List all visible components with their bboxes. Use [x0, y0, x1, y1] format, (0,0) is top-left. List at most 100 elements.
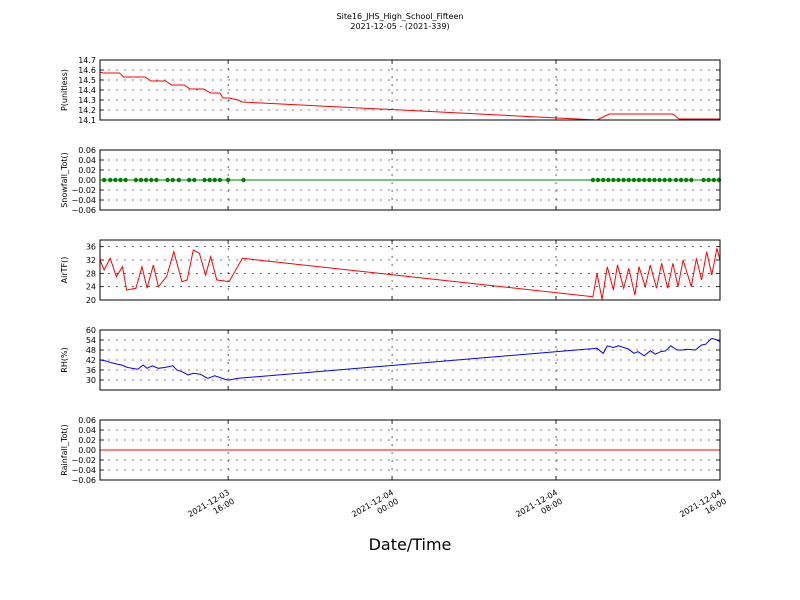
data-point — [626, 177, 631, 183]
data-point — [606, 177, 611, 183]
y-tick-label: 0.02 — [78, 436, 96, 445]
x-axis: 2021-12-0316:00 2021-12-0400:00 2021-12-04… — [186, 488, 728, 528]
y-tick-label: 20 — [86, 296, 96, 305]
y-tick-label: 14.2 — [78, 106, 96, 115]
y-tick-label: 0.06 — [78, 146, 96, 155]
x-tick-label: 2021-12-0316:00 — [186, 488, 236, 528]
data-point — [170, 177, 175, 183]
y-tick-label: 36 — [86, 243, 96, 252]
data-point — [176, 177, 182, 183]
y-tick-label: 0.00 — [78, 176, 96, 185]
data-point — [202, 177, 207, 183]
y-tick-label: 0.04 — [78, 426, 96, 435]
data-point — [108, 177, 113, 183]
y-tick-label: 24 — [86, 283, 96, 292]
y-tick-label: 14.6 — [78, 66, 96, 75]
data-point — [241, 177, 246, 183]
panel-frame — [99, 419, 721, 481]
data-point — [600, 177, 606, 183]
y-tick-label: 0.06 — [78, 416, 96, 425]
y-tick-label: 14.4 — [78, 86, 96, 95]
y-axis-label: Rainfall_Tot() — [60, 424, 69, 476]
y-tick-label: −0.02 — [71, 456, 96, 465]
data-point — [138, 177, 144, 183]
data-point — [590, 177, 596, 183]
y-axis-label: Snowfall_Tot() — [60, 152, 69, 208]
data-point — [123, 177, 128, 183]
data-point — [192, 177, 197, 183]
data-point — [701, 177, 706, 183]
data-point — [673, 177, 679, 183]
data-point — [631, 177, 637, 183]
y-tick-label: 0.00 — [78, 446, 96, 455]
data-point — [689, 177, 694, 183]
y-tick-label: 48 — [86, 346, 96, 355]
data-point — [636, 177, 642, 183]
panel-1: 14.114.214.314.414.514.614.7 P(unitless) — [60, 56, 721, 125]
data-point — [678, 177, 684, 183]
data-point — [706, 177, 711, 183]
series-line — [99, 71, 720, 121]
y-axis-label: P(unitless) — [60, 69, 69, 111]
data-point — [611, 177, 616, 183]
y-tick-label: 0.02 — [78, 166, 96, 175]
data-point — [647, 177, 652, 183]
data-point — [133, 177, 139, 183]
y-tick-label: −0.04 — [71, 466, 96, 475]
data-point — [667, 177, 672, 183]
data-point — [641, 177, 647, 183]
y-tick-label: 14.5 — [78, 76, 96, 85]
y-tick-label: 14.3 — [78, 96, 96, 105]
data-point — [118, 177, 123, 183]
panels: 14.114.214.314.414.514.614.7 P(unitless) −… — [60, 56, 722, 485]
data-point — [101, 177, 107, 183]
y-tick-label: 14.7 — [78, 56, 96, 65]
data-point — [711, 177, 717, 183]
series-line — [99, 337, 721, 381]
data-point — [616, 177, 621, 183]
data-point — [662, 177, 667, 183]
y-tick-label: −0.06 — [71, 206, 96, 215]
data-point — [621, 177, 626, 183]
data-point — [186, 177, 192, 183]
panel-frame — [99, 239, 721, 301]
y-tick-label: 54 — [86, 336, 96, 345]
panel-5: −0.06−0.04−0.020.000.020.040.06 Rainfall_… — [60, 416, 721, 485]
data-point — [113, 177, 118, 183]
panel-frame — [99, 329, 721, 391]
y-tick-label: 32 — [86, 256, 96, 265]
panel-2: −0.06−0.04−0.020.000.020.040.06 Snowfall_… — [60, 146, 722, 215]
x-tick-label: 2021-12-0408:00 — [514, 488, 564, 528]
y-tick-label: −0.04 — [71, 196, 96, 205]
y-tick-label: 60 — [86, 326, 96, 335]
data-point — [165, 177, 170, 183]
y-tick-label: 14.1 — [78, 116, 96, 125]
y-tick-label: 30 — [86, 376, 96, 385]
series-line — [99, 248, 721, 300]
y-tick-label: −0.06 — [71, 476, 96, 485]
chart-subtitle: 2021-12-05 - (2021-339) — [350, 22, 449, 31]
panel-frame — [99, 149, 721, 211]
y-axis-label: RH(%) — [60, 347, 69, 372]
data-point — [683, 177, 689, 183]
data-point — [657, 177, 662, 183]
y-axis-label: AirTF() — [60, 257, 69, 284]
data-point — [225, 177, 231, 183]
x-axis-label: Date/Time — [369, 535, 452, 554]
y-tick-label: 0.04 — [78, 156, 96, 165]
data-point — [716, 177, 722, 183]
x-tick-label: 2021-12-0400:00 — [350, 488, 400, 528]
y-tick-label: 36 — [86, 366, 96, 375]
x-tick-label: 2021-12-0416:00 — [678, 488, 728, 528]
data-point — [217, 177, 223, 183]
data-point — [212, 177, 217, 183]
data-point — [149, 177, 154, 183]
data-point — [154, 177, 159, 183]
y-tick-label: −0.02 — [71, 186, 96, 195]
y-tick-label: 28 — [86, 269, 96, 278]
data-point — [207, 177, 212, 183]
y-tick-label: 42 — [86, 356, 96, 365]
data-point — [143, 177, 149, 183]
